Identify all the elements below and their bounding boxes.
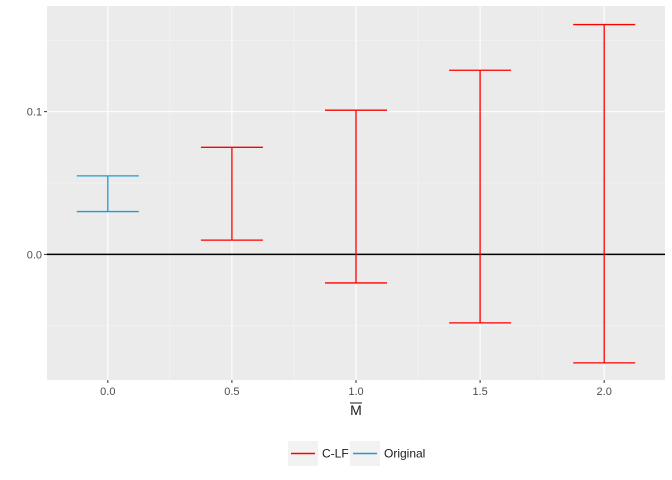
errorbar-c-lf <box>325 109 387 284</box>
x-axis-ticks: 0.0 0.5 1.0 1.5 2.0 <box>100 380 612 398</box>
errorbar-original <box>76 175 139 213</box>
x-tick-label: 2.0 <box>597 386 612 398</box>
legend-item-c-lf: C-LF <box>288 441 349 466</box>
x-tick-label: 0.0 <box>100 386 115 398</box>
x-tick-label: 1.5 <box>472 386 487 398</box>
errorbars <box>76 23 636 364</box>
y-axis-ticks: 0.0 0.1 <box>27 107 47 261</box>
errorbar-c-lf <box>200 146 263 241</box>
legend-item-original: Original <box>350 441 425 466</box>
errorbar-c-lf <box>449 69 512 324</box>
x-tick-label: 0.5 <box>224 386 239 398</box>
legend-label: C-LF <box>322 447 349 461</box>
y-tick-label: 0.0 <box>27 249 42 261</box>
y-tick-label: 0.1 <box>27 107 42 119</box>
legend-label: Original <box>384 447 425 461</box>
legend: C-LF Original <box>288 441 425 466</box>
x-axis-label: M <box>350 402 362 418</box>
x-axis-title: M <box>350 402 362 418</box>
errorbar-c-lf <box>573 23 636 364</box>
x-tick-label: 1.0 <box>348 386 363 398</box>
